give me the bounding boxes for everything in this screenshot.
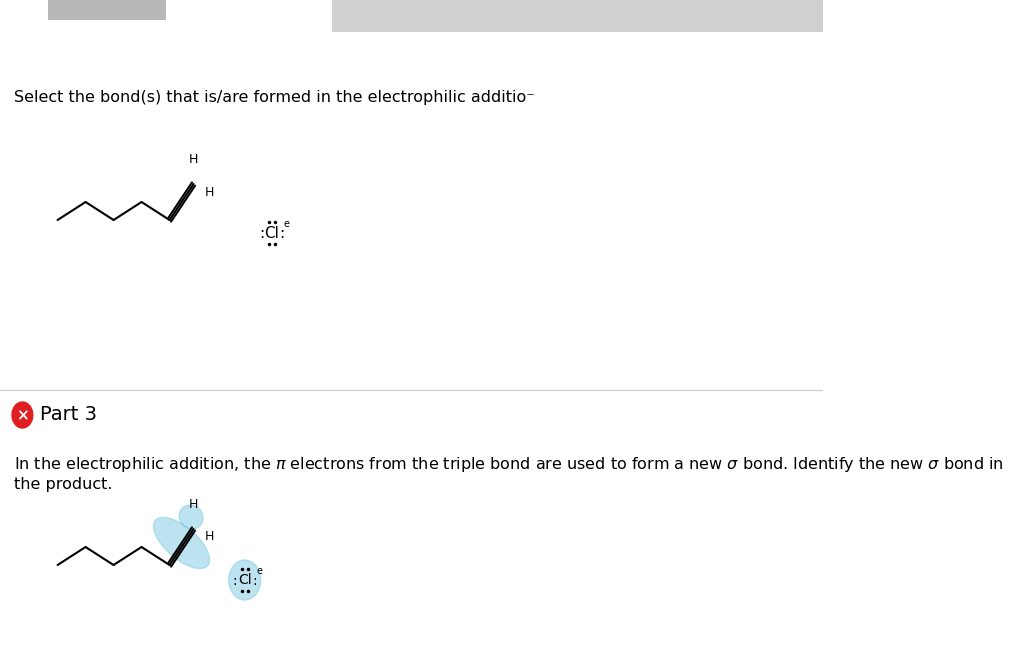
FancyBboxPatch shape <box>48 0 167 20</box>
FancyBboxPatch shape <box>332 0 823 32</box>
Circle shape <box>12 402 33 428</box>
Text: Cl: Cl <box>238 573 251 587</box>
Text: :: : <box>259 227 264 242</box>
Text: H: H <box>189 498 199 511</box>
Text: :: : <box>280 227 285 242</box>
Text: ×: × <box>16 409 29 424</box>
Text: Part 3: Part 3 <box>40 406 97 424</box>
Text: :: : <box>232 574 237 588</box>
Text: Select the bond(s) that is/are formed in the electrophilic additio⁻: Select the bond(s) that is/are formed in… <box>14 90 535 105</box>
Text: :: : <box>253 574 257 588</box>
Text: H: H <box>205 530 214 543</box>
Text: e: e <box>256 566 262 576</box>
Text: e: e <box>284 219 290 229</box>
Text: H: H <box>189 153 199 166</box>
Ellipse shape <box>153 517 210 569</box>
Text: Cl: Cl <box>264 225 279 240</box>
Text: the product.: the product. <box>14 477 113 492</box>
Text: In the electrophilic addition, the $\pi$ electrons from the triple bond are used: In the electrophilic addition, the $\pi$… <box>14 455 1004 474</box>
Ellipse shape <box>179 505 203 529</box>
Circle shape <box>228 560 260 600</box>
Text: H: H <box>205 185 214 199</box>
